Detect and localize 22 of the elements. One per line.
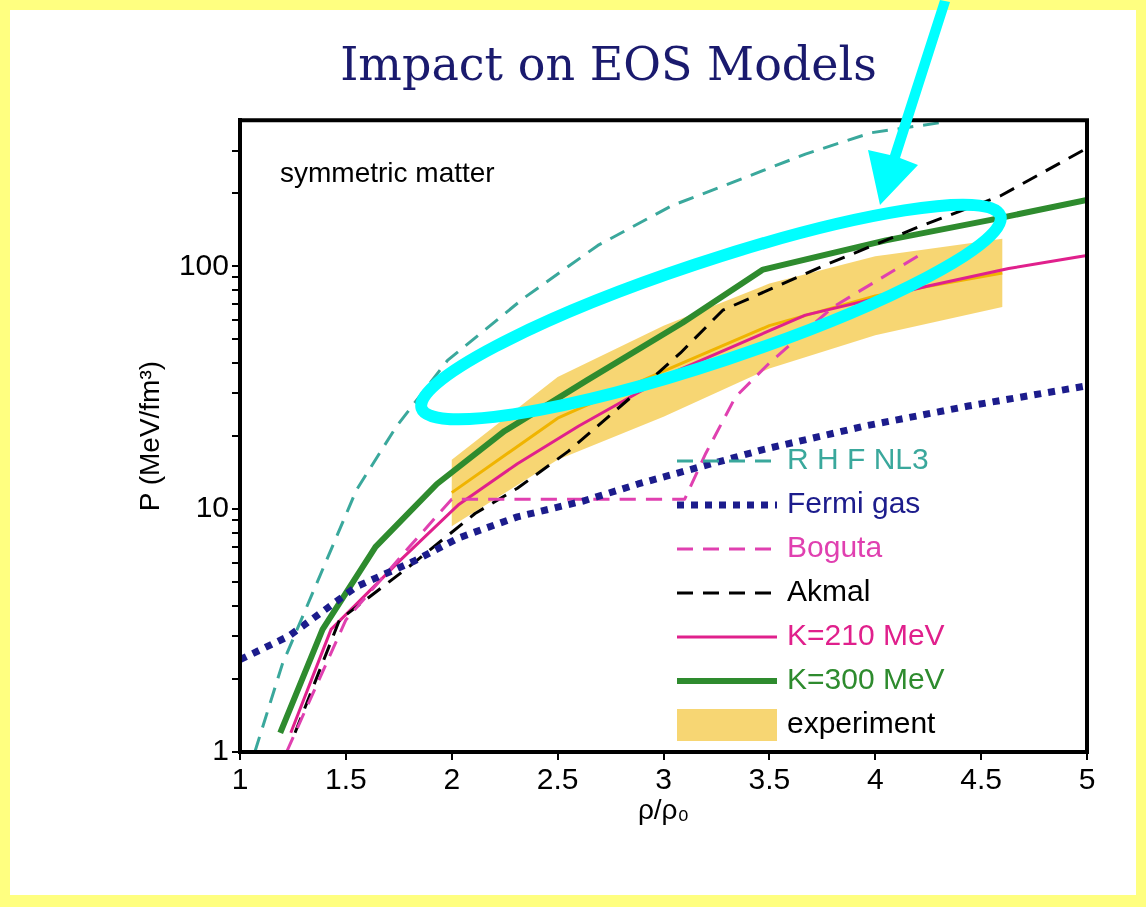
legend-label: experiment [787,706,937,740]
x-tick-label: 2 [443,762,461,796]
legend-label: Akmal [787,574,871,608]
chart-title: Impact on EOS Models [340,36,877,91]
y-axis-title: P (MeV/fm³) [133,360,165,512]
x-tick-label: 5 [1078,762,1096,796]
y-tick-label: 10 [195,490,229,524]
x-axis-title: ρ/ρ₀ [637,793,690,825]
legend-label: Boguta [787,530,883,564]
legend-label: Fermi gas [787,486,921,520]
x-tick-label: 4 [866,762,884,796]
x-tick-label: 3.5 [748,762,791,796]
y-tick-label: 1 [212,733,229,767]
x-tick-label: 1.5 [325,762,367,796]
x-tick-label: 2.5 [536,762,579,796]
legend-label: K=210 MeV [787,618,945,652]
legend-label: R H F NL3 [787,442,929,476]
legend-label: K=300 MeV [787,662,945,696]
annotation: symmetric matter [280,156,495,188]
y-tick-label: 100 [178,247,229,281]
x-tick-label: 3 [655,762,672,796]
x-tick-label: 4.5 [960,762,1002,796]
